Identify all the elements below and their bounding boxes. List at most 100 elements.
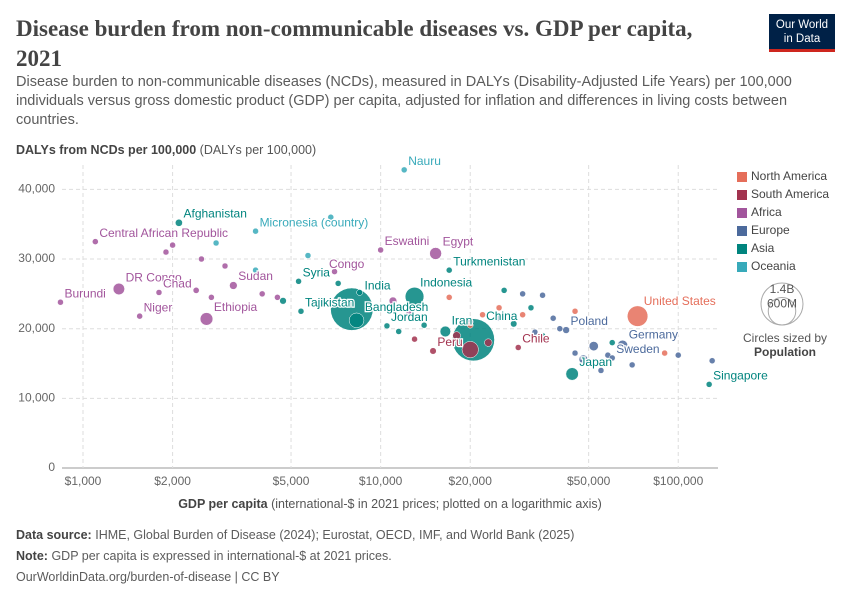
point — [411, 335, 418, 343]
x-tick-label: $5,000 — [273, 474, 310, 488]
legend-label: North America — [751, 169, 827, 183]
legend-label: Oceania — [751, 259, 796, 273]
size-legend-label: 600M — [767, 297, 797, 311]
url[interactable]: OurWorldinData.org/burden-of-disease | C… — [16, 570, 280, 584]
point — [461, 341, 479, 359]
point — [466, 321, 474, 329]
point-label: Poland — [571, 314, 608, 328]
x-axis-label: GDP per capita (international-$ in 2021 … — [0, 497, 780, 511]
point — [327, 213, 335, 221]
point-label: Micronesia (country) — [260, 215, 369, 229]
note-text: GDP per capita is expressed in internati… — [51, 549, 392, 563]
point-label: Chad — [163, 277, 192, 291]
labels: India China United States Indonesia Banglade… — [63, 153, 769, 384]
point-label: Indonesia — [420, 275, 472, 289]
point — [252, 266, 259, 274]
source-text: IHME, Global Burden of Disease (2024); E… — [95, 528, 575, 542]
point — [400, 166, 408, 174]
x-tick-label: $10,000 — [359, 474, 403, 488]
point — [519, 311, 526, 319]
point — [539, 292, 546, 299]
legend-swatch — [737, 226, 747, 236]
size-legend-circle — [767, 297, 797, 326]
size-legend-title: Circles sized by — [743, 331, 827, 345]
chart-title: Disease burden from non-communicable dis… — [16, 16, 693, 71]
point — [274, 294, 281, 301]
point — [556, 325, 564, 332]
point-label: Eswatini — [385, 234, 430, 248]
x-note: (international-$ in 2021 prices; plotted… — [271, 497, 602, 511]
note: Note: GDP per capita is expressed in int… — [16, 549, 392, 563]
point — [199, 312, 214, 326]
point — [311, 301, 318, 308]
x-tick-label: $20,000 — [449, 474, 493, 488]
point-label: Egypt — [443, 235, 474, 249]
point-label: Tajikistan — [305, 295, 354, 309]
point — [608, 354, 616, 362]
point-label: Chile — [522, 332, 550, 346]
x-tick-label: $50,000 — [567, 474, 611, 488]
point — [571, 308, 579, 315]
point — [675, 351, 682, 359]
point — [405, 309, 414, 318]
x-label: GDP per capita — [178, 497, 268, 511]
point-label: Sudan — [238, 269, 273, 283]
point — [445, 266, 453, 274]
point — [252, 227, 259, 235]
point — [445, 294, 453, 301]
point — [175, 218, 183, 227]
x-tick-label: $2,000 — [154, 474, 191, 488]
legend-label: Europe — [751, 223, 790, 237]
y-label: DALYs from NCDs per 100,000 — [16, 143, 197, 157]
point — [348, 312, 365, 328]
point-label: Bangladesh — [365, 300, 428, 314]
point — [212, 239, 220, 247]
point — [297, 308, 305, 315]
legend-swatch — [737, 262, 747, 272]
chart-subtitle: Disease burden to non-communicable disea… — [16, 74, 792, 128]
point-label: Nauru — [408, 154, 441, 168]
point — [608, 339, 616, 346]
point — [169, 241, 176, 249]
point — [395, 328, 402, 335]
point — [388, 296, 398, 305]
point — [279, 297, 287, 305]
point — [334, 280, 342, 287]
x-tick-label: $1,000 — [65, 474, 102, 488]
point — [356, 289, 363, 296]
point — [539, 332, 546, 339]
point — [597, 367, 605, 374]
point — [661, 349, 668, 357]
point — [549, 314, 557, 322]
point — [208, 294, 215, 301]
point — [192, 287, 200, 294]
legend-swatch — [737, 190, 747, 200]
point — [429, 247, 442, 260]
point-label: China — [486, 309, 518, 323]
point — [439, 325, 451, 338]
point — [531, 328, 539, 336]
source-label: Data source: — [16, 528, 92, 542]
point — [258, 290, 266, 298]
y-tick-label: 10,000 — [18, 391, 55, 405]
legend-swatch — [737, 244, 747, 254]
point — [588, 341, 599, 351]
point-label: Germany — [629, 327, 678, 341]
y-tick-label: 30,000 — [18, 251, 55, 265]
point — [627, 305, 649, 327]
legend-swatch — [737, 208, 747, 218]
point — [404, 287, 425, 307]
point — [500, 287, 508, 294]
logo-text: in Data — [783, 33, 821, 45]
point — [429, 347, 437, 355]
point-label: Ethiopia — [214, 300, 258, 314]
point — [571, 349, 579, 357]
point — [295, 278, 302, 285]
point — [510, 320, 518, 328]
point — [562, 326, 570, 334]
logo[interactable]: Our World in Data — [769, 14, 835, 52]
point-label: Niger — [144, 300, 173, 314]
point — [383, 322, 391, 330]
point — [705, 381, 713, 388]
